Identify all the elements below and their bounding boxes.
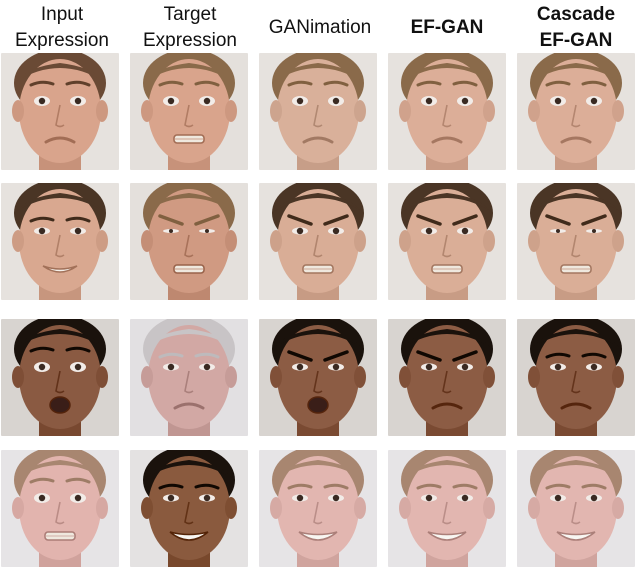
face-image-cascade-ef-gan-row-4 <box>517 450 635 567</box>
column-title-line: Expression <box>15 30 109 51</box>
face-image-ganimation-row-4 <box>259 450 377 567</box>
face-image-ef-gan-row-3 <box>388 319 506 436</box>
face-image-input-row-3 <box>1 319 119 436</box>
column-title-ganimation: GANimation <box>257 15 383 41</box>
face-illustration <box>259 450 377 567</box>
face-image-input-row-2 <box>1 183 119 300</box>
column-title-cascade-ef-gan: Cascade EF-GAN <box>513 2 636 54</box>
face-image-input-row-4 <box>1 450 119 567</box>
face-illustration <box>259 53 377 170</box>
face-illustration <box>1 183 119 300</box>
face-illustration <box>517 319 635 436</box>
face-illustration <box>517 183 635 300</box>
face-illustration <box>130 319 248 436</box>
face-image-ganimation-row-3 <box>259 319 377 436</box>
face-image-ef-gan-row-4 <box>388 450 506 567</box>
face-image-target-row-1 <box>130 53 248 170</box>
face-image-cascade-ef-gan-row-1 <box>517 53 635 170</box>
face-illustration <box>388 319 506 436</box>
face-image-cascade-ef-gan-row-2 <box>517 183 635 300</box>
face-image-grid <box>0 53 636 570</box>
face-illustration <box>130 53 248 170</box>
face-image-target-row-4 <box>130 450 248 567</box>
face-image-ef-gan-row-1 <box>388 53 506 170</box>
face-illustration <box>517 450 635 567</box>
face-illustration <box>1 319 119 436</box>
face-image-target-row-3 <box>130 319 248 436</box>
face-image-ef-gan-row-2 <box>388 183 506 300</box>
face-illustration <box>259 183 377 300</box>
column-title-line: Cascade <box>536 4 616 25</box>
face-image-input-row-1 <box>1 53 119 170</box>
face-illustration <box>517 53 635 170</box>
column-title-line: Input <box>40 4 84 25</box>
column-title-input-expression: Input Expression <box>0 2 125 54</box>
face-illustration <box>388 450 506 567</box>
face-illustration <box>130 450 248 567</box>
face-illustration <box>1 450 119 567</box>
column-title-target-expression: Target Expression <box>127 2 253 54</box>
face-illustration <box>1 53 119 170</box>
face-illustration <box>259 319 377 436</box>
column-title-line: EF-GAN <box>539 30 613 51</box>
column-title-line: GANimation <box>268 17 372 38</box>
face-image-ganimation-row-1 <box>259 53 377 170</box>
face-illustration <box>388 183 506 300</box>
face-illustration <box>130 183 248 300</box>
column-title-line: Expression <box>143 30 237 51</box>
column-title-ef-gan: EF-GAN <box>384 15 510 41</box>
face-image-ganimation-row-2 <box>259 183 377 300</box>
column-headers: Input Expression Target Expression GANim… <box>0 0 636 56</box>
face-image-cascade-ef-gan-row-3 <box>517 319 635 436</box>
face-illustration <box>388 53 506 170</box>
column-title-line: Target <box>163 4 217 25</box>
column-title-line: EF-GAN <box>410 17 484 38</box>
face-image-target-row-2 <box>130 183 248 300</box>
